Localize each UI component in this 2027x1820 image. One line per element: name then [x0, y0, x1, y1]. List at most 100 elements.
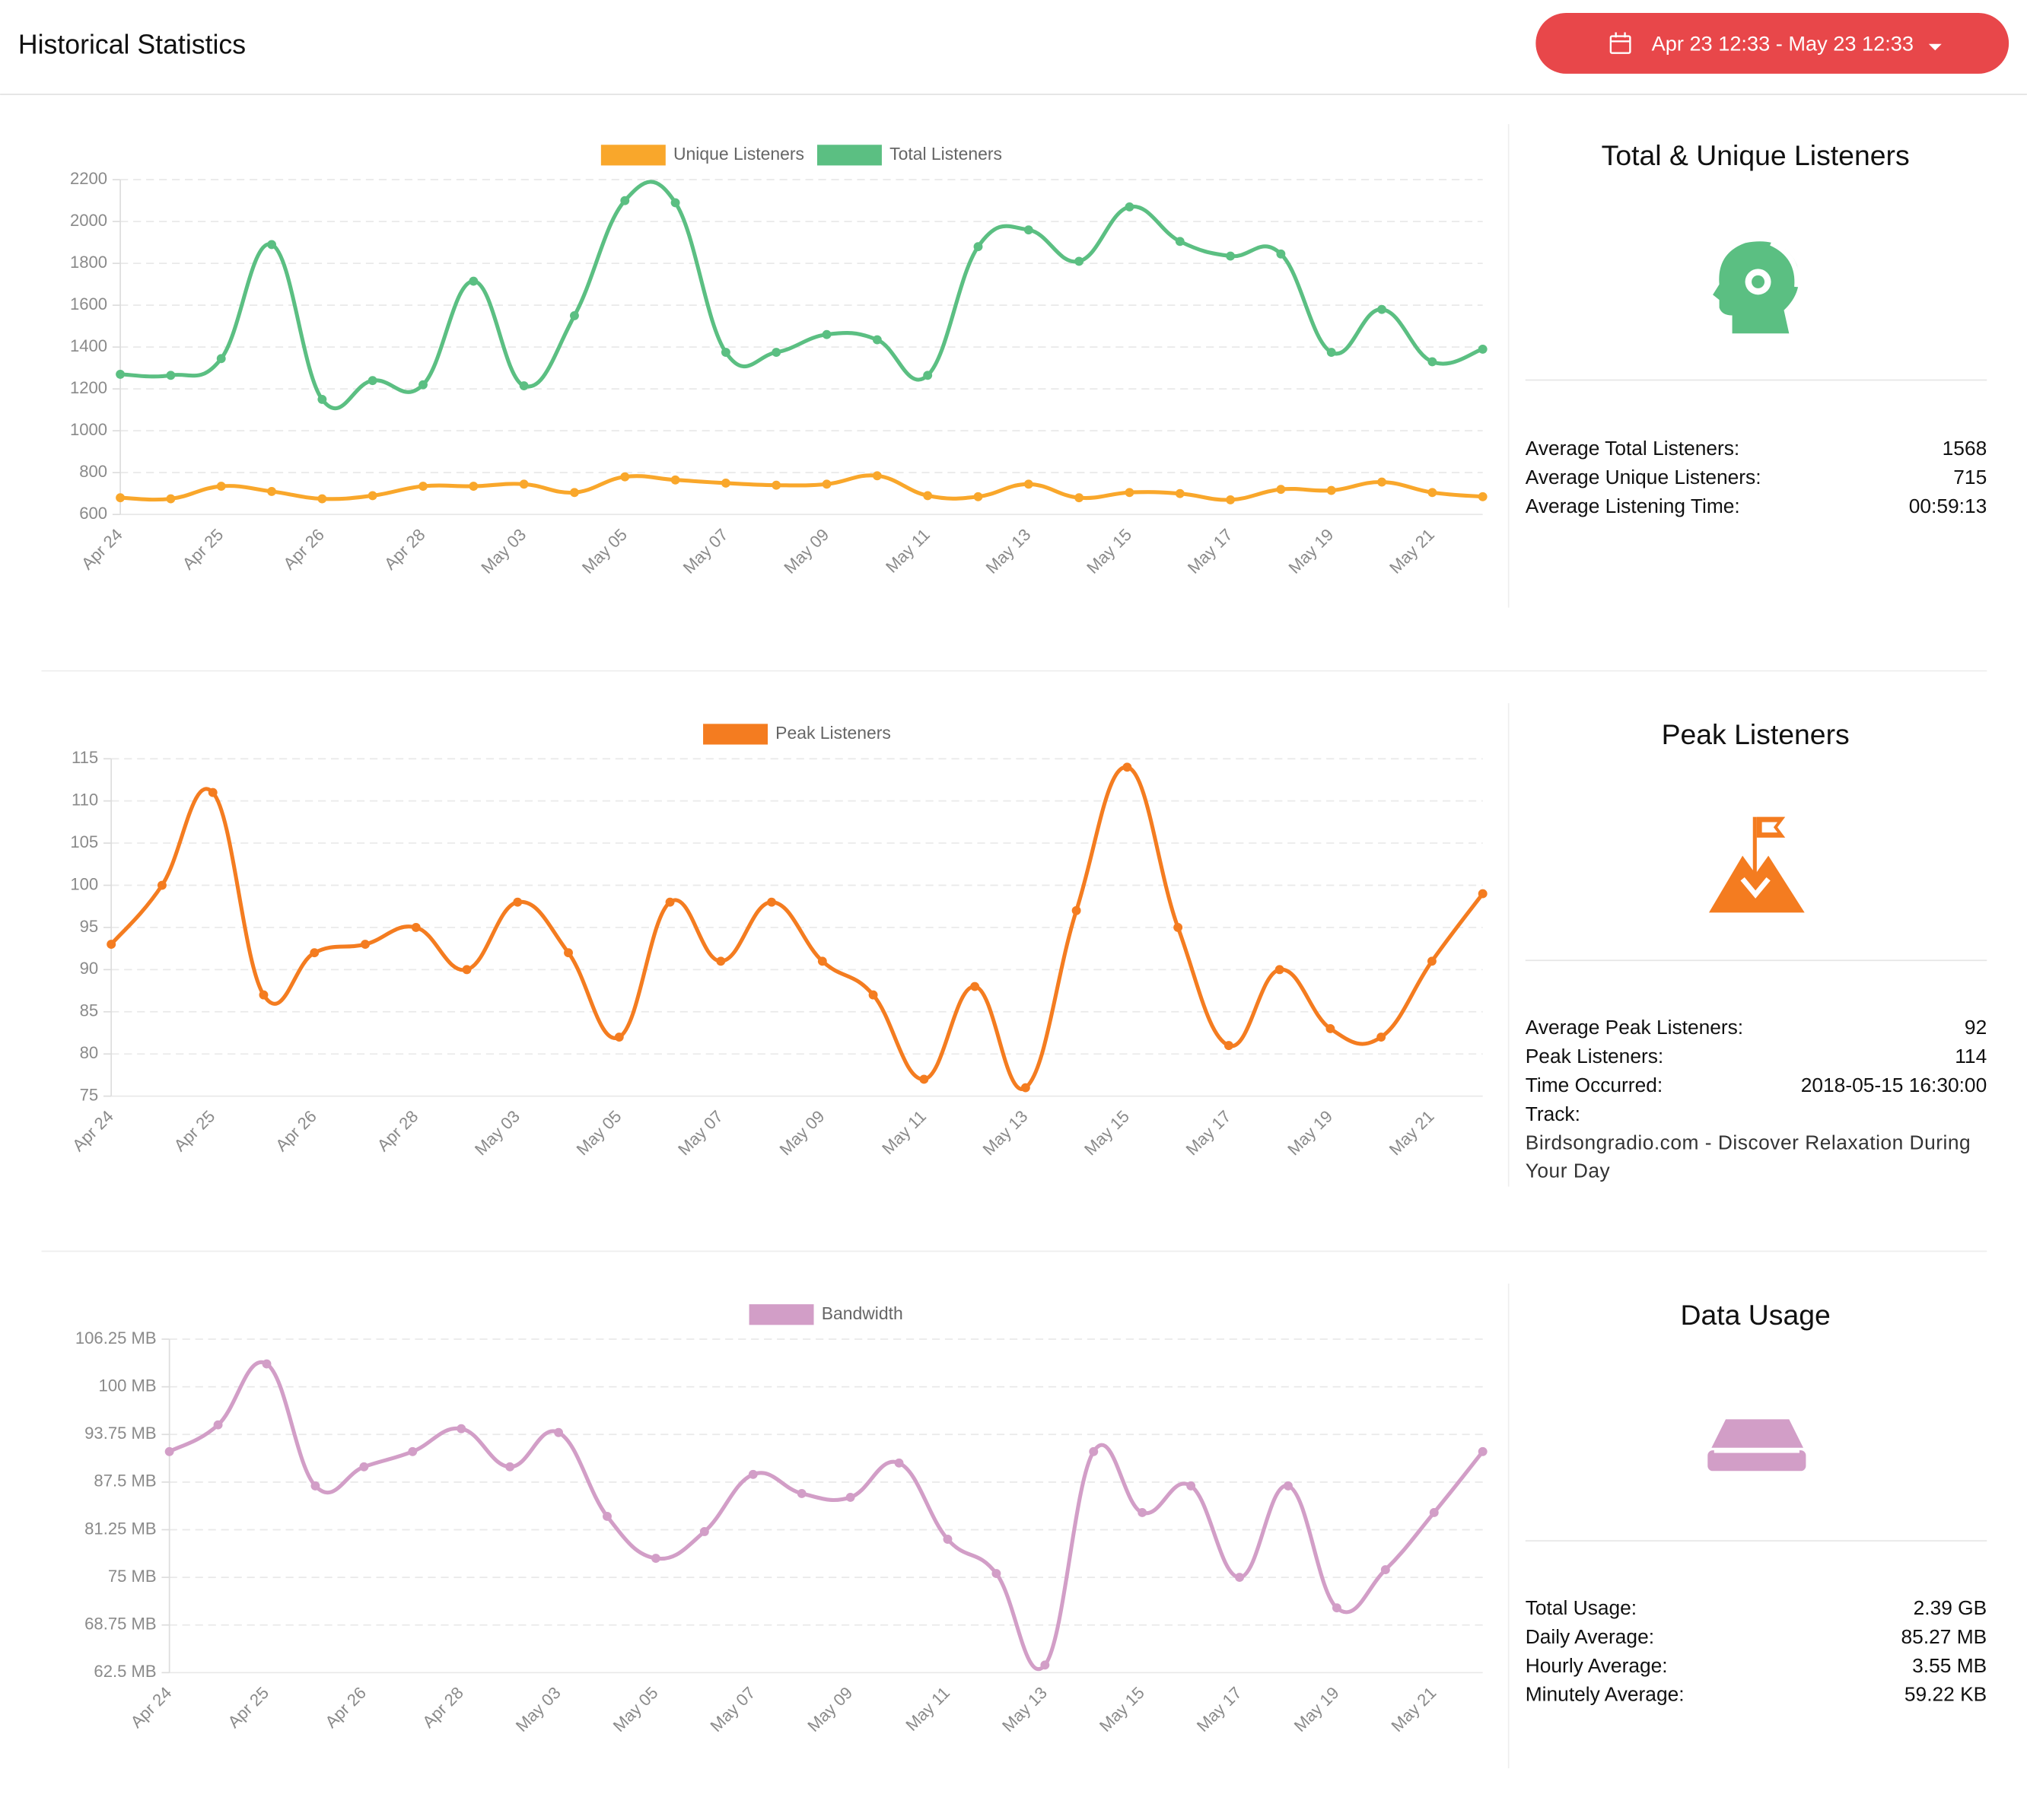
data-point [670, 198, 680, 208]
data-point [1175, 488, 1185, 498]
stat-value: 59.22 KB [1904, 1683, 1987, 1706]
x-tick-label: Apr 26 [279, 525, 328, 574]
data-point [310, 948, 320, 958]
data-point [259, 990, 269, 1000]
data-point [208, 788, 218, 797]
data-point [1332, 1603, 1341, 1613]
x-tick-label: May 07 [674, 1106, 727, 1159]
data-point [1125, 488, 1134, 498]
stat-value: 114 [1955, 1045, 1987, 1068]
data-point [767, 897, 777, 907]
data-point [1326, 485, 1336, 495]
y-tick-label: 1000 [70, 420, 107, 439]
data-point [872, 335, 882, 345]
data-point [923, 371, 933, 380]
x-tick-label: Apr 25 [179, 525, 228, 574]
stat-label: Total Usage: [1526, 1596, 1637, 1619]
data-point [564, 948, 573, 958]
data-point [1274, 965, 1284, 975]
data-point [1429, 1507, 1439, 1517]
data-point [620, 472, 630, 482]
data-point [554, 1427, 564, 1437]
data-point [797, 1488, 807, 1498]
x-tick-label: May 17 [1182, 1106, 1235, 1159]
data-point [368, 491, 377, 501]
data-point [1173, 922, 1183, 932]
x-tick-label: May 11 [902, 1683, 953, 1735]
x-tick-label: May 13 [982, 525, 1035, 578]
data-point [1325, 1024, 1335, 1033]
listener-icon [1713, 240, 1800, 334]
data-point [620, 196, 630, 205]
data-point [943, 1535, 953, 1544]
data-point [158, 880, 167, 890]
x-tick-label: May 19 [1284, 1106, 1336, 1159]
stat-label: Track: [1526, 1102, 1580, 1125]
y-tick-label: 1600 [70, 294, 107, 313]
data-point [923, 491, 933, 501]
data-point [716, 956, 726, 966]
data-point [1175, 237, 1185, 247]
data-point [1478, 492, 1488, 501]
data-point [614, 1032, 624, 1042]
stat-value: 1568 [1943, 437, 1987, 460]
x-tick-label: May 05 [578, 525, 631, 578]
date-range[interactable]: Apr 23 12:33 - May 23 12:33 [1652, 32, 1914, 56]
data-point [1226, 251, 1236, 261]
y-tick-label: 93.75 MB [84, 1424, 157, 1443]
x-tick-label: May 15 [1080, 1106, 1133, 1159]
data-point [1040, 1660, 1050, 1670]
data-point [1224, 1041, 1233, 1051]
data-point [868, 990, 878, 1000]
x-tick-label: Apr 24 [68, 1106, 117, 1155]
legend-swatch [749, 1304, 814, 1325]
data-point [462, 965, 472, 975]
x-tick-label: May 07 [679, 525, 732, 578]
x-tick-label: Apr 26 [321, 1683, 370, 1732]
stat-label: Hourly Average: [1526, 1654, 1668, 1677]
data-point [721, 478, 730, 488]
series-line [120, 473, 1483, 502]
stat-label: Peak Listeners: [1526, 1045, 1663, 1068]
y-tick-label: 90 [80, 959, 99, 978]
date-range-button[interactable]: Apr 23 12:33 - May 23 12:33 [1535, 12, 2009, 74]
data-point [166, 371, 176, 380]
data-point [457, 1424, 466, 1433]
data-point [919, 1074, 929, 1084]
data-point [1020, 1083, 1030, 1093]
y-tick-label: 1800 [70, 253, 107, 272]
data-point [317, 394, 327, 404]
x-tick-label: May 03 [512, 1683, 565, 1736]
y-tick-label: 87.5 MB [94, 1472, 156, 1491]
data-point [361, 940, 370, 950]
data-point [107, 940, 116, 950]
stat-value: 2018-05-15 16:30:00 [1801, 1074, 1987, 1096]
data-point [1284, 1481, 1293, 1491]
button-bg[interactable] [1535, 12, 2009, 74]
data-point [317, 494, 327, 504]
data-point [1376, 1032, 1386, 1042]
x-tick-label: Apr 28 [418, 1683, 467, 1732]
y-tick-label: 85 [80, 1001, 99, 1020]
y-tick-label: 1400 [70, 336, 107, 355]
data-point [1023, 225, 1033, 235]
data-point [519, 479, 529, 489]
x-tick-label: May 05 [609, 1683, 662, 1736]
data-point [1326, 348, 1336, 357]
data-point [166, 494, 176, 504]
y-tick-label: 62.5 MB [94, 1662, 156, 1681]
data-point [216, 482, 226, 491]
data-point [721, 348, 730, 357]
legend-swatch [816, 145, 882, 166]
stat-value: 00:59:13 [1909, 495, 1987, 517]
data-point [570, 310, 579, 320]
data-point [1427, 956, 1437, 966]
data-point [418, 380, 428, 390]
data-point [1071, 905, 1081, 915]
x-tick-label: May 15 [1096, 1683, 1148, 1736]
x-tick-label: Apr 24 [78, 525, 126, 574]
calendar-icon [1609, 32, 1631, 54]
data-point [1427, 488, 1437, 498]
y-tick-label: 95 [80, 917, 99, 936]
y-tick-label: 1200 [70, 378, 107, 397]
